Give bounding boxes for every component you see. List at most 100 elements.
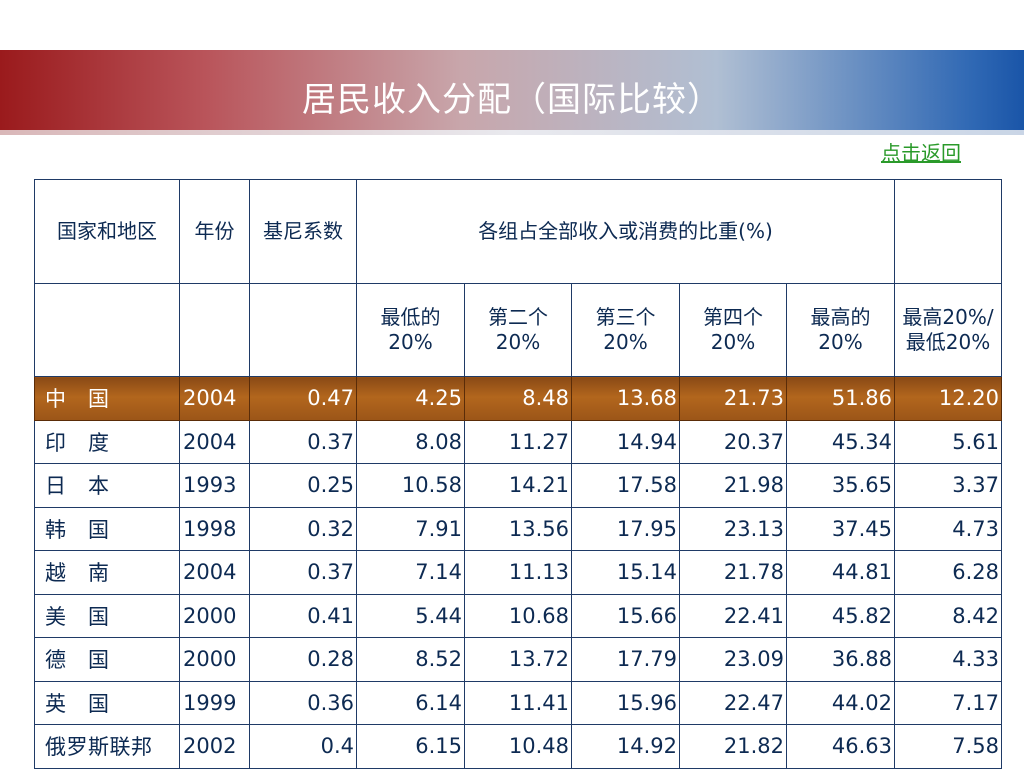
cell-country: 韩 国 bbox=[34, 506, 180, 551]
cell-q3: 15.66 bbox=[571, 593, 680, 638]
cell-q4: 21.73 bbox=[679, 376, 787, 421]
cell-q4: 21.98 bbox=[679, 463, 787, 508]
cell-q4: 20.37 bbox=[679, 419, 787, 464]
cell-year: 1993 bbox=[179, 463, 250, 508]
cell-q5: 45.34 bbox=[786, 419, 895, 464]
cell-gini: 0.37 bbox=[249, 419, 357, 464]
cell-q4: 21.82 bbox=[679, 724, 787, 769]
cell-q3: 13.68 bbox=[571, 376, 680, 421]
cell-q1: 4.25 bbox=[356, 376, 465, 421]
cell-q1: 7.91 bbox=[356, 506, 465, 551]
header-blank bbox=[179, 283, 250, 377]
cell-gini: 0.4 bbox=[249, 724, 357, 769]
cell-country: 俄罗斯联邦 bbox=[34, 724, 180, 769]
cell-year: 2000 bbox=[179, 593, 250, 638]
cell-q1: 5.44 bbox=[356, 593, 465, 638]
cell-q5: 51.86 bbox=[786, 376, 895, 421]
cell-q4: 22.41 bbox=[679, 593, 787, 638]
cell-q2: 10.48 bbox=[464, 724, 572, 769]
cell-q3: 17.58 bbox=[571, 463, 680, 508]
cell-ratio: 7.17 bbox=[894, 680, 1002, 725]
cell-q2: 11.41 bbox=[464, 680, 572, 725]
header-quintile-2: 第二个20% bbox=[464, 283, 572, 377]
header-ratio-blank bbox=[894, 179, 1002, 284]
cell-ratio: 8.42 bbox=[894, 593, 1002, 638]
cell-year: 2004 bbox=[179, 550, 250, 595]
cell-q5: 45.82 bbox=[786, 593, 895, 638]
page-title: 居民收入分配（国际比较） bbox=[302, 80, 722, 120]
cell-q4: 21.78 bbox=[679, 550, 787, 595]
cell-ratio: 3.37 bbox=[894, 463, 1002, 508]
cell-q4: 22.47 bbox=[679, 680, 787, 725]
cell-country: 日 本 bbox=[34, 463, 180, 508]
header-row-2: 最低的20% 第二个20% 第三个20% 第四个20% 最高的20% 最高20%/最低20… bbox=[34, 283, 1002, 377]
cell-gini: 0.32 bbox=[249, 506, 357, 551]
cell-year: 2004 bbox=[179, 419, 250, 464]
cell-country: 德 国 bbox=[34, 637, 180, 682]
cell-q5: 44.81 bbox=[786, 550, 895, 595]
cell-gini: 0.37 bbox=[249, 550, 357, 595]
cell-q3: 15.96 bbox=[571, 680, 680, 725]
cell-country: 越 南 bbox=[34, 550, 180, 595]
title-band bbox=[0, 50, 1024, 135]
header-year: 年份 bbox=[179, 179, 250, 284]
cell-country: 中 国 bbox=[34, 376, 180, 421]
table-row: 俄罗斯联邦 2002 0.4 6.15 10.48 14.92 21.82 46.63 7.58 bbox=[34, 724, 1002, 769]
cell-year: 1999 bbox=[179, 680, 250, 725]
cell-ratio: 4.33 bbox=[894, 637, 1002, 682]
cell-q2: 13.72 bbox=[464, 637, 572, 682]
cell-q1: 7.14 bbox=[356, 550, 465, 595]
cell-q2: 10.68 bbox=[464, 593, 572, 638]
cell-country: 美 国 bbox=[34, 593, 180, 638]
cell-q2: 14.21 bbox=[464, 463, 572, 508]
cell-q3: 14.94 bbox=[571, 419, 680, 464]
header-quintile-1: 最低的20% bbox=[356, 283, 465, 377]
cell-year: 2000 bbox=[179, 637, 250, 682]
cell-q2: 11.27 bbox=[464, 419, 572, 464]
table-row: 中 国 2004 0.47 4.25 8.48 13.68 21.73 51.86 12.20 bbox=[34, 376, 1002, 421]
header-quintile-4: 第四个20% bbox=[679, 283, 787, 377]
cell-q5: 36.88 bbox=[786, 637, 895, 682]
header-gini: 基尼系数 bbox=[249, 179, 357, 284]
cell-q5: 37.45 bbox=[786, 506, 895, 551]
table-row: 越 南 2004 0.37 7.14 11.13 15.14 21.78 44.81 6.28 bbox=[34, 550, 1002, 595]
cell-q3: 17.79 bbox=[571, 637, 680, 682]
header-blank bbox=[34, 283, 180, 377]
cell-q4: 23.09 bbox=[679, 637, 787, 682]
header-quintile-6: 最高20%/最低20% bbox=[894, 283, 1002, 377]
table-row: 韩 国 1998 0.32 7.91 13.56 17.95 23.13 37.45 4.73 bbox=[34, 506, 1002, 551]
cell-q4: 23.13 bbox=[679, 506, 787, 551]
cell-q5: 44.02 bbox=[786, 680, 895, 725]
cell-q1: 8.52 bbox=[356, 637, 465, 682]
table-row: 美 国 2000 0.41 5.44 10.68 15.66 22.41 45.82 8.42 bbox=[34, 593, 1002, 638]
table-row: 日 本 1993 0.25 10.58 14.21 17.58 21.98 35.65 3.37 bbox=[34, 463, 1002, 508]
cell-q3: 17.95 bbox=[571, 506, 680, 551]
cell-q1: 8.08 bbox=[356, 419, 465, 464]
header-quintile-5: 最高的20% bbox=[786, 283, 895, 377]
header-quintile-3: 第三个20% bbox=[571, 283, 680, 377]
cell-ratio: 6.28 bbox=[894, 550, 1002, 595]
cell-q1: 6.15 bbox=[356, 724, 465, 769]
header-country: 国家和地区 bbox=[34, 179, 180, 284]
cell-year: 1998 bbox=[179, 506, 250, 551]
cell-q2: 8.48 bbox=[464, 376, 572, 421]
cell-ratio: 7.58 bbox=[894, 724, 1002, 769]
cell-q1: 6.14 bbox=[356, 680, 465, 725]
cell-q3: 15.14 bbox=[571, 550, 680, 595]
cell-gini: 0.47 bbox=[249, 376, 357, 421]
cell-q1: 10.58 bbox=[356, 463, 465, 508]
header-blank bbox=[249, 283, 357, 377]
table-row: 印 度 2004 0.37 8.08 11.27 14.94 20.37 45.34 5.61 bbox=[34, 419, 1002, 464]
table-row: 英 国 1999 0.36 6.14 11.41 15.96 22.47 44.02 7.17 bbox=[34, 680, 1002, 725]
cell-gini: 0.28 bbox=[249, 637, 357, 682]
cell-q5: 35.65 bbox=[786, 463, 895, 508]
cell-country: 英 国 bbox=[34, 680, 180, 725]
cell-ratio: 12.20 bbox=[894, 376, 1002, 421]
header-row-1: 国家和地区 年份 基尼系数 各组占全部收入或消费的比重(%) bbox=[34, 179, 1002, 284]
cell-gini: 0.41 bbox=[249, 593, 357, 638]
cell-year: 2004 bbox=[179, 376, 250, 421]
cell-gini: 0.36 bbox=[249, 680, 357, 725]
cell-q2: 13.56 bbox=[464, 506, 572, 551]
cell-country: 印 度 bbox=[34, 419, 180, 464]
back-link[interactable]: 点击返回 bbox=[881, 141, 961, 165]
